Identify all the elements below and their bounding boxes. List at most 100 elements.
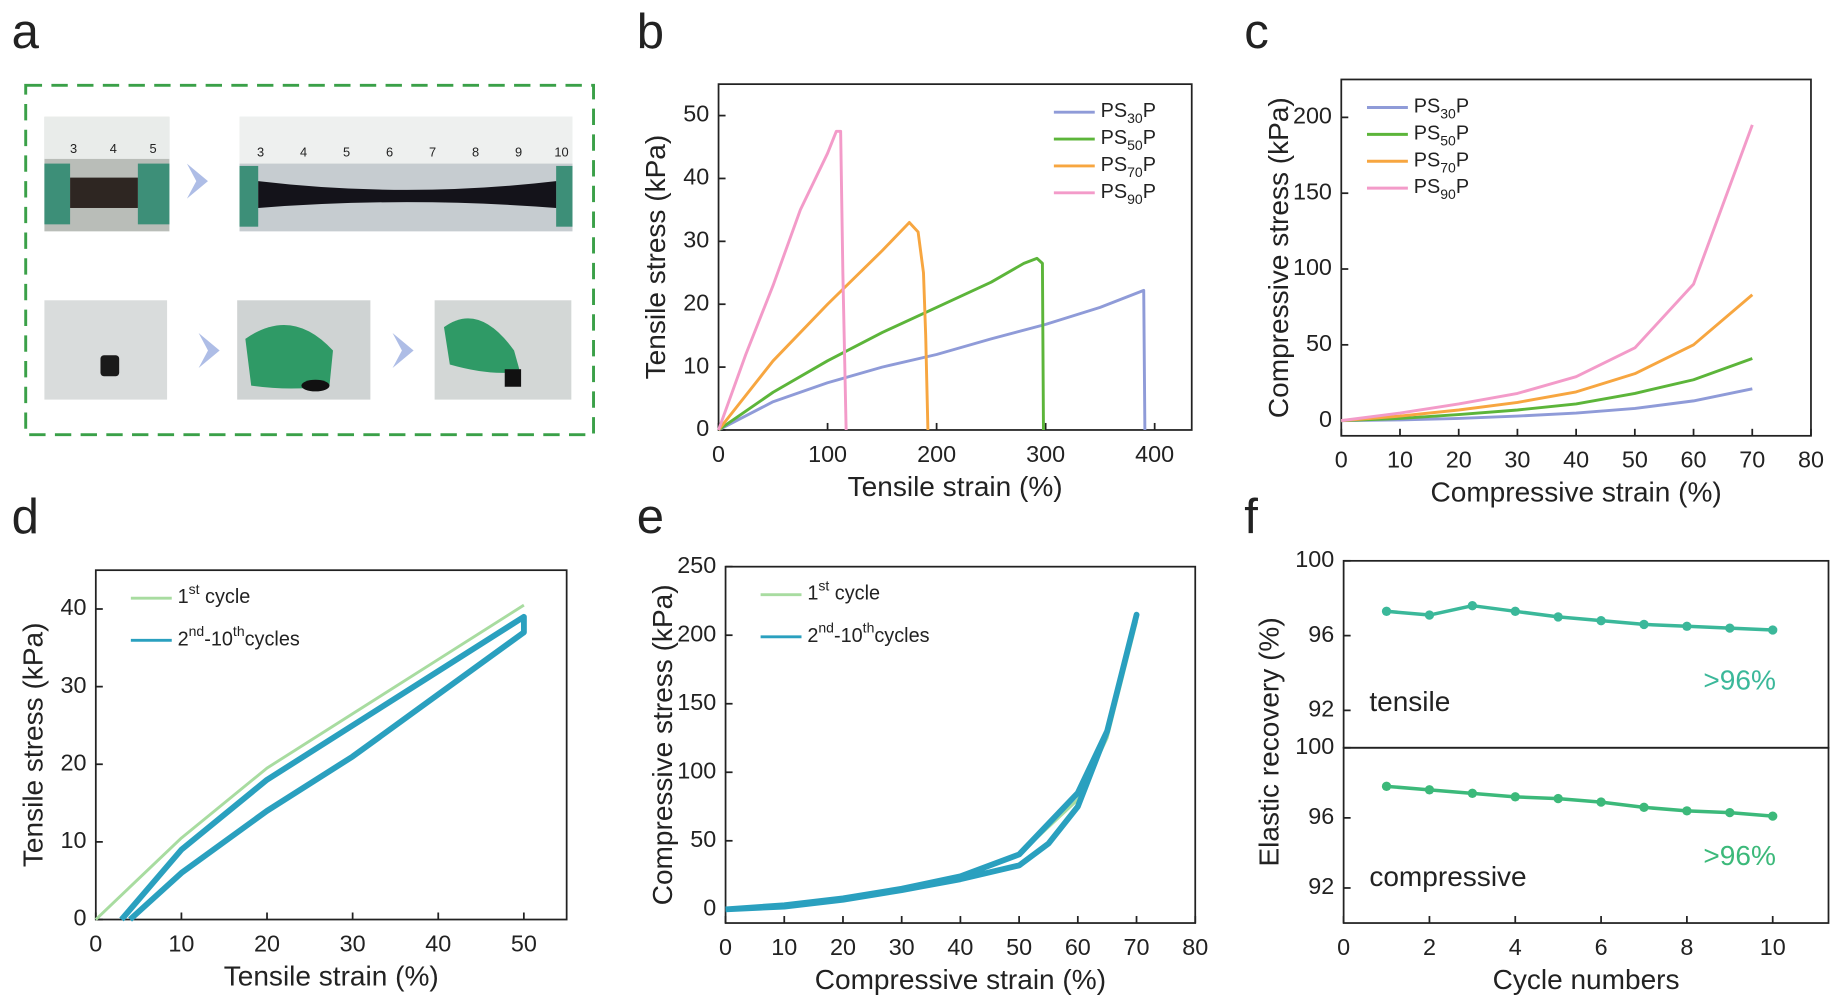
clamp: [137, 163, 170, 225]
y-tick-label: 100: [1295, 733, 1334, 759]
arrow: [186, 163, 414, 369]
x-tick-label: 20: [830, 934, 856, 960]
sample: [100, 355, 120, 377]
y-tick-label: 96: [1308, 621, 1334, 647]
x-axis-label: Tensile strain (%): [224, 960, 439, 991]
x-tick-label: 60: [1681, 447, 1707, 473]
ruler-label: 3: [257, 144, 264, 159]
data-point: [1467, 601, 1478, 611]
annotation: >96%: [1703, 840, 1775, 871]
ruler-label: 3: [70, 141, 77, 156]
x-tick-label: 50: [1006, 934, 1032, 960]
x-tick-label: 40: [947, 934, 973, 960]
x-tick-label: 60: [1065, 934, 1091, 960]
y-tick-label: 20: [683, 289, 709, 315]
data-point: [1596, 615, 1606, 626]
legend-label: PS90P: [1414, 176, 1469, 201]
x-tick-label: 10: [1387, 447, 1413, 473]
data-point: [1596, 797, 1606, 807]
ruler-label: 5: [149, 141, 156, 156]
x-axis-label: Cycle numbers: [1493, 964, 1680, 995]
y-tick-label: 92: [1308, 873, 1334, 899]
data-point: [1467, 788, 1478, 799]
data-point: [1639, 619, 1649, 630]
y-tick-label: 30: [60, 672, 86, 698]
data-line: [1341, 387, 1753, 423]
y-tick-label: 92: [1308, 696, 1334, 722]
glove: [443, 318, 520, 373]
panel-label: f: [1244, 490, 1258, 544]
y-tick-label: 100: [1295, 546, 1334, 572]
y-axis-label: Tensile stress (kPa): [640, 135, 671, 380]
clamp: [239, 165, 259, 227]
glove: [245, 324, 333, 389]
y-tick-label: 50: [690, 826, 716, 852]
x-tick-label: 40: [425, 930, 451, 956]
plot-frame: [1340, 78, 1812, 437]
data-point: [1424, 610, 1435, 620]
x-tick-label: 20: [1446, 447, 1472, 473]
x-tick-label: 2: [1423, 934, 1436, 960]
y-tick-label: 0: [696, 415, 709, 441]
legend-label: PS70P: [1101, 154, 1156, 179]
x-tick-label: 6: [1595, 934, 1608, 960]
sample: [301, 379, 330, 392]
x-tick-label: 8: [1680, 934, 1693, 960]
data-point: [1381, 781, 1392, 792]
ruler-label: 5: [343, 144, 350, 159]
y-tick-label: 20: [60, 749, 86, 775]
y-tick-label: 0: [703, 894, 716, 920]
x-tick-label: 10: [168, 930, 194, 956]
panel-label: c: [1244, 5, 1269, 59]
data-point: [1381, 606, 1392, 616]
plot-frame: [1342, 559, 1830, 749]
sample: [504, 369, 522, 387]
y-axis-label: Compressive stress (kPa): [1263, 97, 1294, 418]
x-tick-label: 0: [719, 934, 732, 960]
x-tick-label: 4: [1509, 934, 1522, 960]
y-tick-label: 150: [1293, 178, 1332, 204]
data-point: [1553, 793, 1563, 804]
data-line: [717, 221, 930, 431]
y-axis-label: Elastic recovery (%): [1254, 617, 1285, 866]
x-tick-label: 0: [1335, 447, 1348, 473]
data-line: [1341, 357, 1753, 423]
legend-label: 1st cycle: [178, 581, 251, 609]
x-tick-label: 0: [1337, 934, 1350, 960]
legend-label: PS50P: [1101, 127, 1156, 152]
y-tick-label: 10: [60, 827, 86, 853]
y-tick-label: 100: [677, 757, 716, 783]
y-tick-label: 40: [683, 164, 709, 190]
legend-label: 1st cycle: [807, 577, 880, 605]
data-point: [1510, 792, 1520, 802]
data-line: [725, 611, 1140, 913]
y-tick-label: 30: [683, 227, 709, 253]
plot-frame: [717, 83, 1193, 431]
data-line: [1386, 603, 1773, 632]
data-point: [1768, 811, 1778, 821]
ruler-label: 9: [515, 144, 522, 159]
x-tick-label: 50: [1622, 447, 1648, 473]
ruler-label: 6: [386, 144, 393, 159]
legend-label: PS30P: [1101, 100, 1156, 125]
y-tick-label: 100: [1293, 254, 1332, 280]
legend-label: PS50P: [1414, 123, 1469, 148]
x-tick-label: 200: [917, 441, 956, 467]
ruler-label: 7: [429, 144, 436, 159]
panel-label: a: [12, 5, 40, 59]
x-tick-label: 80: [1798, 447, 1824, 473]
x-axis-label: Tensile strain (%): [848, 471, 1063, 502]
annotation: compressive: [1369, 861, 1526, 892]
x-tick-label: 30: [340, 930, 366, 956]
x-axis-label: Compressive strain (%): [1430, 477, 1721, 508]
x-tick-label: 70: [1124, 934, 1150, 960]
data-line: [119, 613, 527, 922]
y-tick-label: 200: [1293, 103, 1332, 129]
dashed-frame: [24, 83, 595, 437]
data-line: [717, 256, 1045, 432]
legend-label: PS90P: [1101, 181, 1156, 206]
data-line: [725, 621, 1139, 911]
data-point: [1510, 606, 1520, 616]
panel-label: b: [637, 5, 664, 59]
